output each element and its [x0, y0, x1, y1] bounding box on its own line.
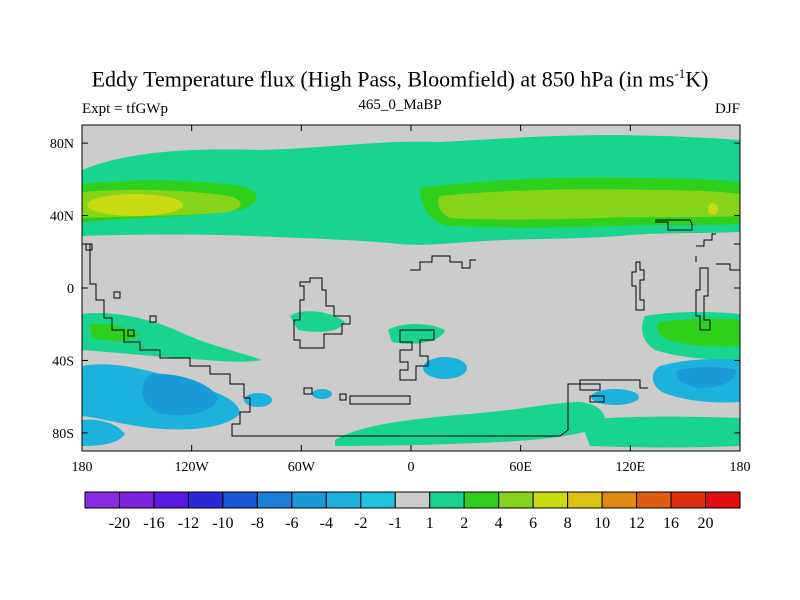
south-indian-blue-small — [591, 389, 639, 405]
colorbar-swatch — [187, 491, 224, 509]
colorbar-label: -4 — [320, 515, 333, 532]
colorbar-swatch — [463, 491, 500, 509]
south-pacific-blue-core — [142, 373, 218, 416]
x-tick-label: 120E — [616, 460, 646, 475]
colorbar-label: -20 — [109, 515, 130, 532]
x-tick-label: 180 — [72, 460, 93, 475]
colorbar-label: -16 — [143, 515, 164, 532]
colorbar-swatch — [670, 491, 707, 509]
colorbar-label: -8 — [251, 515, 264, 532]
coastline-japan — [655, 219, 693, 231]
y-tick-label: 40S — [52, 354, 74, 369]
south-pacific-blue-2 — [82, 419, 125, 446]
coastline-indonesia — [631, 261, 645, 311]
x-tick-label: 60W — [288, 460, 316, 475]
colorbar-swatch — [325, 491, 362, 509]
colorbar: -20 -16 -12 -10 -8 -6 -4 -2 -1 1 2 4 6 8 10 12 16 20 — [84, 491, 741, 532]
y-tick-label: 0 — [67, 282, 74, 297]
south-atlantic-green — [290, 311, 345, 332]
colorbar-swatch — [360, 491, 396, 509]
colorbar-label: 12 — [629, 515, 645, 532]
coastline-americas — [82, 243, 340, 437]
colorbar-swatch — [118, 491, 155, 509]
colorbar-swatch — [532, 491, 569, 509]
subtitle-right: DJF — [714, 101, 740, 117]
colorbar-label: 6 — [529, 515, 537, 532]
south-atlantic-blue-dot — [312, 389, 332, 399]
colorbar-swatch — [222, 491, 258, 509]
south-pacific-green — [82, 312, 262, 362]
y-tick-label: 40N — [50, 210, 74, 225]
north-atlantic-max-8 — [87, 194, 183, 216]
colorbar-label: -6 — [285, 515, 298, 532]
subtitle-center: 465_0_MaBP — [358, 97, 442, 113]
colorbar-label: -2 — [354, 515, 367, 532]
colorbar-swatch — [567, 491, 603, 509]
coastlines — [82, 219, 740, 437]
colorbar-label: 4 — [495, 515, 503, 532]
title-sup: -1 — [674, 66, 686, 81]
x-axis: 180 120W 60W 0 60E 120E 180 — [72, 125, 751, 475]
colorbar-swatch — [636, 491, 672, 509]
colorbar-swatch — [601, 491, 638, 509]
south-indian-east-blue-core — [676, 367, 736, 388]
coastline-indian — [399, 329, 435, 381]
south-indian-blue-mid — [423, 357, 467, 379]
colorbar-label: 10 — [594, 515, 610, 532]
south-atlantic-blue-small — [244, 393, 272, 407]
coastline-small-islands — [85, 243, 605, 405]
colorbar-label: 16 — [663, 515, 679, 532]
colorbar-label: 2 — [460, 515, 468, 532]
colorbar-label: 8 — [564, 515, 572, 532]
colorbar-label: -12 — [178, 515, 199, 532]
colorbar-swatch — [705, 491, 741, 509]
title-main: Eddy Temperature flux (High Pass, Bloomf… — [91, 66, 675, 92]
colorbar-swatch — [84, 491, 120, 509]
eurasia-band-6 — [438, 189, 740, 220]
colorbar-swatch — [498, 491, 534, 509]
colorbar-swatch — [256, 491, 293, 509]
y-axis: 80N 40N 0 40S 80S — [50, 137, 740, 442]
y-tick-label: 80S — [52, 427, 74, 442]
colorbar-label: -10 — [212, 515, 233, 532]
colorbar-swatch — [291, 491, 327, 509]
colorbar-label: 1 — [426, 515, 434, 532]
colorbar-swatch — [429, 491, 465, 509]
colorbar-swatch — [394, 491, 431, 509]
colorbar-label: 20 — [698, 515, 714, 532]
coastline-asia-north — [410, 255, 476, 271]
colorbar-label: -1 — [389, 515, 402, 532]
x-tick-label: 60E — [509, 460, 532, 475]
coastline-africa — [293, 277, 351, 349]
title-end: K) — [685, 66, 709, 92]
contour-fills — [82, 135, 740, 448]
y-tick-label: 80N — [50, 137, 74, 152]
antarctic-green-east — [580, 416, 740, 448]
plot-title: Eddy Temperature flux (High Pass, Bloomf… — [0, 66, 800, 92]
coastline-australia — [695, 267, 711, 331]
south-indian-west-green — [388, 324, 445, 344]
x-tick-label: 180 — [730, 460, 751, 475]
x-tick-label: 120W — [175, 460, 210, 475]
eurasia-max-8 — [708, 203, 718, 215]
antarctic-green — [335, 402, 605, 446]
south-indian-east-4 — [657, 318, 740, 347]
colorbar-swatch — [153, 491, 189, 509]
coastline-east-asia — [695, 233, 740, 271]
subtitle-left: Expt = tfGWp — [82, 101, 168, 117]
x-tick-label: 0 — [408, 460, 415, 475]
